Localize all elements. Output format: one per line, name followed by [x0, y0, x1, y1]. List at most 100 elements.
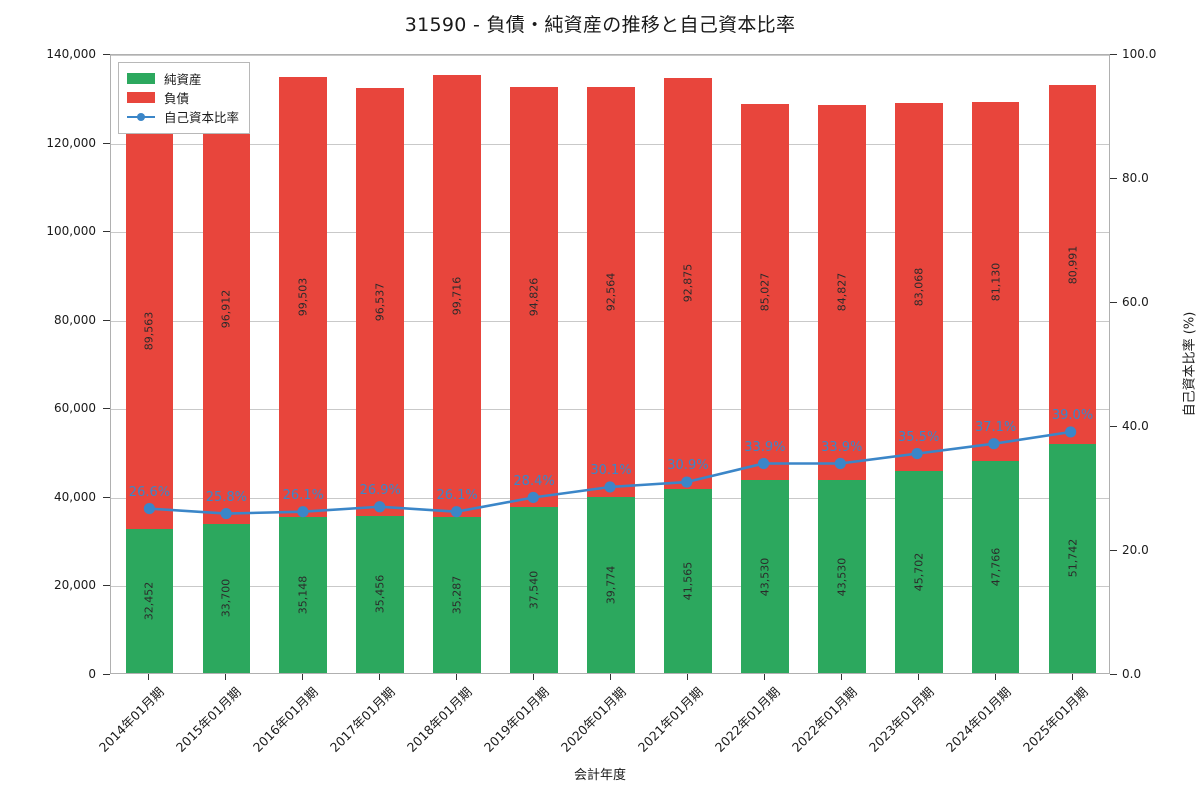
x-axis-tick-mark [456, 674, 458, 680]
bar-segment-equity[interactable]: 41,565 [664, 488, 712, 673]
bar-segment-equity[interactable]: 35,287 [433, 516, 481, 673]
x-axis-tick-label: 2019年01月期 [480, 684, 552, 755]
bar-segment-equity[interactable]: 35,148 [279, 517, 328, 673]
ratio-value-label: 30.1% [590, 463, 632, 479]
x-axis-tick-label: 2022年01月期 [711, 684, 783, 755]
bar-group[interactable]: 47,766 81,130 [971, 53, 1020, 673]
x-axis-tick-mark [1071, 674, 1073, 680]
y2-axis-tick-mark [1110, 178, 1117, 179]
y-axis-tick-mark [103, 496, 110, 498]
legend-item[interactable]: 純資産 [127, 69, 239, 88]
y-axis-tick-mark [103, 585, 110, 587]
bar-segment-liability[interactable]: 94,826 [510, 86, 558, 507]
bar-segment-liability[interactable]: 96,537 [356, 88, 405, 516]
bar-group[interactable]: 32,452 89,563 [125, 53, 174, 673]
x-axis-tick-label: 2016年01月期 [250, 684, 322, 755]
bar-segment-equity[interactable]: 35,456 [356, 515, 405, 673]
y-axis-tick-mark [103, 142, 110, 144]
bar-segment-liability[interactable]: 92,564 [587, 86, 635, 497]
x-axis-tick-mark [379, 674, 381, 680]
bar-segment-liability[interactable]: 84,827 [817, 104, 866, 481]
bar-group[interactable]: 35,456 96,537 [356, 53, 405, 673]
legend-item[interactable]: 自己資本比率 [127, 107, 239, 126]
ratio-marker[interactable] [450, 506, 463, 518]
ratio-marker[interactable] [604, 481, 616, 493]
legend-label: 純資産 [164, 72, 202, 87]
ratio-marker[interactable] [297, 506, 309, 518]
ratio-marker[interactable] [374, 501, 386, 513]
bar-segment-equity[interactable]: 37,540 [510, 506, 558, 673]
ratio-marker[interactable] [681, 476, 693, 488]
gridline [111, 55, 1109, 56]
bar-group[interactable]: 35,148 99,503 [279, 53, 328, 673]
bar-segment-liability[interactable]: 83,068 [894, 102, 943, 471]
ratio-marker[interactable] [911, 448, 923, 460]
ratio-marker[interactable] [988, 438, 1000, 450]
bar-segment-equity[interactable]: 45,702 [894, 470, 943, 673]
bar-segment-equity[interactable]: 33,700 [202, 523, 251, 673]
ratio-marker[interactable] [1065, 426, 1077, 438]
x-axis-tick-label: 2018年01月期 [404, 684, 475, 755]
x-axis-tick-label: 2022年01月期 [788, 684, 860, 755]
bar-segment-liability[interactable]: 99,503 [279, 76, 328, 518]
bar-group[interactable]: 35,287 99,716 [433, 53, 481, 673]
bar-segment-liability[interactable]: 80,991 [1048, 85, 1097, 444]
bar-segment-liability[interactable]: 89,563 [125, 132, 174, 530]
x-axis-tick-mark [302, 674, 304, 680]
chart-title: 31590 - 負債・純資産の推移と自己資本比率 [404, 14, 796, 36]
bar-group[interactable]: 51,742 80,991 [1048, 53, 1097, 673]
bar-segment-liability[interactable]: 81,130 [971, 102, 1020, 462]
legend-color-swatch [127, 92, 155, 103]
bar-segment-liability[interactable]: 96,912 [202, 94, 251, 524]
bar-group[interactable]: 45,702 83,068 [894, 53, 943, 673]
bar-segment-equity[interactable]: 51,742 [1048, 443, 1097, 673]
x-axis-tick-label: 2015年01月期 [173, 684, 245, 755]
bar-group[interactable]: 33,700 96,912 [202, 53, 251, 673]
bar-segment-equity[interactable]: 32,452 [125, 529, 174, 673]
bar-group[interactable]: 37,540 94,826 [510, 53, 558, 673]
y-axis-tick-mark [103, 674, 110, 675]
x-axis-tick-label: 2021年01月期 [634, 684, 706, 755]
y2-axis-tick-mark [1110, 54, 1117, 55]
bar-group[interactable]: 43,530 84,827 [817, 53, 866, 673]
ratio-marker[interactable] [834, 457, 846, 470]
bar-segment-equity[interactable]: 47,766 [971, 461, 1020, 673]
bar-segment-liability[interactable]: 92,875 [664, 77, 712, 489]
ratio-value-label: 35.5% [898, 429, 940, 445]
x-axis-tick-mark [148, 674, 150, 680]
bar-group[interactable]: 41,565 92,875 [664, 53, 712, 673]
y2-axis-tick-label: 40.0 [1122, 419, 1149, 433]
ratio-marker[interactable] [220, 507, 232, 520]
y-axis-tick-mark [103, 54, 110, 55]
ratio-value-label: 28.4% [513, 473, 555, 489]
bar-segment-equity[interactable]: 39,774 [587, 496, 635, 673]
y2-axis-tick-label: 80.0 [1122, 171, 1149, 185]
ratio-marker[interactable] [527, 491, 539, 504]
bar-segment-liability[interactable]: 99,716 [433, 75, 481, 517]
ratio-value-label: 30.9% [667, 458, 709, 474]
ratio-marker[interactable] [757, 457, 770, 470]
y-axis-tick-mark [103, 408, 110, 410]
y2-axis-title: 自己資本比率 (%) [1182, 311, 1198, 417]
bar-segment-equity[interactable]: 43,530 [741, 480, 789, 673]
ratio-marker[interactable] [143, 503, 155, 515]
y-axis-tick-label: 40,000 [54, 489, 96, 504]
x-axis-tick-mark [533, 674, 535, 680]
bar-group[interactable]: 39,774 92,564 [587, 53, 635, 673]
x-axis-tick-label: 2025年01月期 [1019, 684, 1091, 755]
ratio-value-label: 26.1% [436, 488, 478, 504]
y-axis-tick-label: 20,000 [54, 578, 96, 593]
y2-axis-tick-label: 0.0 [1122, 667, 1142, 681]
ratio-value-label: 33.9% [821, 439, 863, 455]
bar-group[interactable]: 43,530 85,027 [741, 53, 789, 673]
legend-line-marker-icon [127, 111, 155, 122]
ratio-value-label: 26.9% [359, 483, 401, 499]
x-axis-tick-label: 2017年01月期 [327, 684, 398, 755]
chart-legend: 純資産 負債 自己資本比率 [118, 62, 251, 134]
x-axis-tick-mark [686, 674, 688, 680]
bar-segment-equity[interactable]: 43,530 [817, 480, 866, 673]
bar-segment-liability[interactable]: 85,027 [741, 103, 789, 481]
x-axis-tick-mark [225, 674, 227, 680]
x-axis-tick-label: 2014年01月期 [96, 684, 168, 755]
legend-item[interactable]: 負債 [127, 88, 239, 107]
